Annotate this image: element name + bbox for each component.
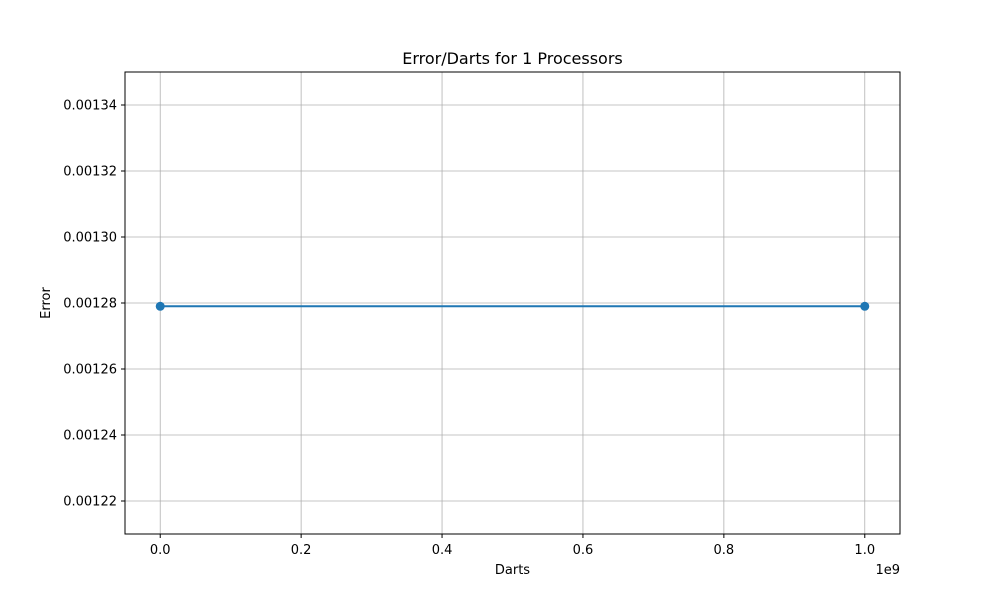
series-layer: [155, 301, 870, 311]
y-tick-label: 0.00134: [63, 99, 117, 114]
y-tick-label: 0.00122: [63, 495, 117, 510]
y-tick-label: 0.00124: [63, 429, 117, 444]
x-tick-label: 0.6: [573, 543, 594, 558]
y-tick-label: 0.00130: [63, 231, 117, 246]
data-point: [155, 301, 165, 311]
x-tick-label: 0.0: [150, 543, 171, 558]
ticks: 0.0 0.2 0.4 0.6 0.8 1.0 0.00122 0.00124 0.00126 0…: [63, 99, 875, 559]
x-tick-label: 0.4: [432, 543, 453, 558]
x-tick-label: 0.8: [714, 543, 735, 558]
data-point: [860, 301, 870, 311]
x-axis-offset-label: 1e9: [875, 563, 900, 578]
y-tick-label: 0.00126: [63, 363, 117, 378]
y-tick-label: 0.00132: [63, 165, 117, 180]
y-tick-label: 0.00128: [63, 297, 117, 312]
chart-title: Error/Darts for 1 Processors: [402, 49, 623, 68]
x-tick-label: 0.2: [291, 543, 312, 558]
y-axis-label: Error: [39, 287, 54, 319]
x-tick-label: 1.0: [854, 543, 875, 558]
x-axis-label: Darts: [495, 563, 530, 578]
